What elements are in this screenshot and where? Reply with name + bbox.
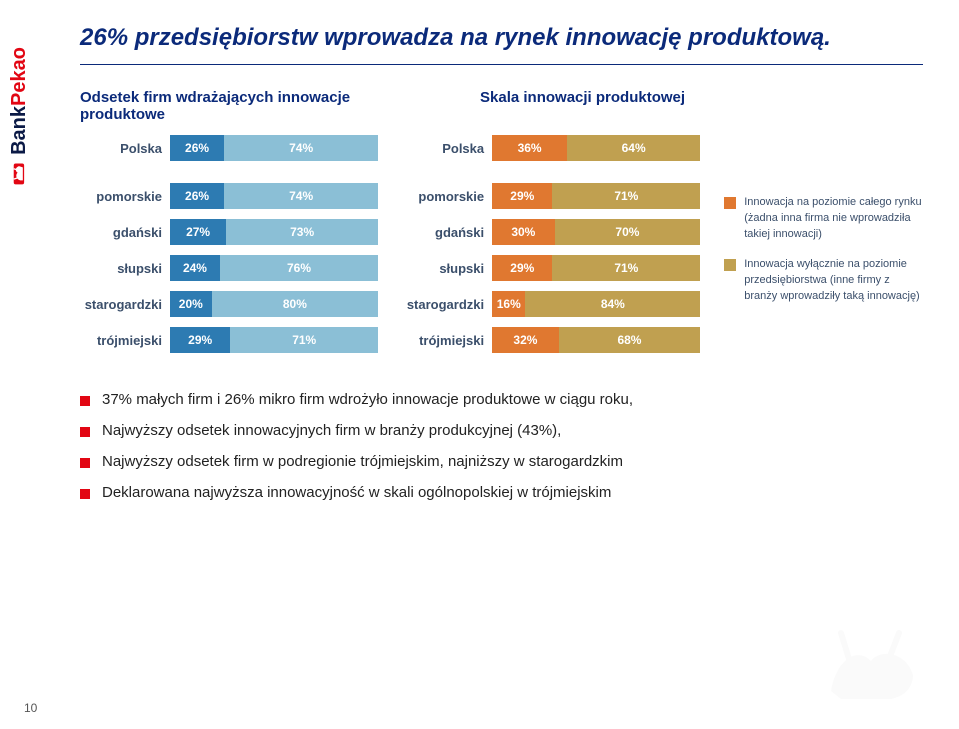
bar-track: 29%71%: [170, 327, 378, 353]
legend-swatch: [724, 259, 736, 271]
bar-segment: 36%: [492, 135, 567, 161]
bar-label: gdański: [80, 225, 170, 240]
bar-track: 36%64%: [492, 135, 700, 161]
bar-track: 16%84%: [492, 291, 700, 317]
bar-row: słupski24%76%: [80, 255, 378, 281]
bar-label: pomorskie: [80, 189, 170, 204]
bar-row: pomorskie29%71%: [402, 183, 700, 209]
watermark-icon: [811, 611, 931, 711]
bar-segment: 29%: [492, 255, 552, 281]
bar-track: 24%76%: [170, 255, 378, 281]
bar-row: pomorskie26%74%: [80, 183, 378, 209]
legend-item: Innowacja na poziomie całego rynku (żadn…: [724, 195, 923, 243]
legend-text: Innowacja na poziomie całego rynku (żadn…: [744, 195, 923, 243]
bullet-text: Najwyższy odsetek innowacyjnych firm w b…: [102, 422, 561, 439]
chart-left: Polska26%74%pomorskie26%74%gdański27%73%…: [80, 135, 378, 363]
legend-swatch: [724, 197, 736, 209]
bar-segment: 26%: [170, 135, 224, 161]
bar-row: trójmiejski32%68%: [402, 327, 700, 353]
bar-row: gdański30%70%: [402, 219, 700, 245]
brand-logo-vertical: BankPekao: [0, 12, 38, 222]
bullet-text: Deklarowana najwyższa innowacyjność w sk…: [102, 484, 611, 501]
bullet-marker: [80, 396, 90, 406]
bullet-marker: [80, 489, 90, 499]
bar-segment: 74%: [224, 183, 378, 209]
bullet-item: Najwyższy odsetek firm w podregionie tró…: [80, 453, 923, 470]
bar-segment: 76%: [220, 255, 378, 281]
bar-segment: 71%: [552, 255, 700, 281]
slide-content: 26% przedsiębiorstw wprowadza na rynek i…: [80, 24, 923, 515]
bullet-marker: [80, 458, 90, 468]
bar-segment: 32%: [492, 327, 559, 353]
bar-segment: 24%: [170, 255, 220, 281]
bar-track: 27%73%: [170, 219, 378, 245]
bar-segment: 29%: [170, 327, 230, 353]
bar-label: starogardzki: [80, 297, 170, 312]
bar-track: 32%68%: [492, 327, 700, 353]
bar-label: słupski: [402, 261, 492, 276]
bar-segment: 84%: [525, 291, 700, 317]
bar-segment: 26%: [170, 183, 224, 209]
bar-segment: 68%: [559, 327, 701, 353]
bullet-marker: [80, 427, 90, 437]
chart-right: Polska36%64%pomorskie29%71%gdański30%70%…: [402, 135, 700, 363]
subtitle-right: Skala innowacji produktowej: [480, 89, 780, 123]
bar-segment: 64%: [567, 135, 700, 161]
page-number: 10: [24, 701, 37, 715]
bar-segment: 71%: [552, 183, 700, 209]
bullet-list: 37% małych firm i 26% mikro firm wdrożył…: [80, 391, 923, 501]
bar-segment: 71%: [230, 327, 378, 353]
bar-track: 26%74%: [170, 183, 378, 209]
bar-segment: 80%: [212, 291, 379, 317]
bar-row: gdański27%73%: [80, 219, 378, 245]
bar-label: starogardzki: [402, 297, 492, 312]
bullet-text: Najwyższy odsetek firm w podregionie tró…: [102, 453, 623, 470]
bar-label: gdański: [402, 225, 492, 240]
bar-segment: 20%: [170, 291, 212, 317]
slide-title: 26% przedsiębiorstw wprowadza na rynek i…: [80, 24, 923, 52]
bar-segment: 27%: [170, 219, 226, 245]
bullet-item: Deklarowana najwyższa innowacyjność w sk…: [80, 484, 923, 501]
bar-track: 20%80%: [170, 291, 378, 317]
bar-segment: 30%: [492, 219, 554, 245]
bar-segment: 16%: [492, 291, 525, 317]
chart-legend: Innowacja na poziomie całego rynku (żadn…: [724, 195, 923, 319]
bar-label: Polska: [402, 141, 492, 156]
bar-row: trójmiejski29%71%: [80, 327, 378, 353]
bar-row: starogardzki20%80%: [80, 291, 378, 317]
title-divider: [80, 64, 923, 65]
bar-row: Polska26%74%: [80, 135, 378, 161]
bar-segment: 70%: [555, 219, 701, 245]
bullet-item: 37% małych firm i 26% mikro firm wdrożył…: [80, 391, 923, 408]
bar-label: trójmiejski: [402, 333, 492, 348]
brand-text: BankPekao: [8, 47, 31, 155]
bar-row: starogardzki16%84%: [402, 291, 700, 317]
bar-track: 29%71%: [492, 255, 700, 281]
legend-text: Innowacja wyłącznie na poziomie przedsię…: [744, 257, 923, 305]
subtitle-left: Odsetek firm wdrażających innowacje prod…: [80, 89, 420, 123]
bar-track: 29%71%: [492, 183, 700, 209]
bar-row: słupski29%71%: [402, 255, 700, 281]
bar-label: pomorskie: [402, 189, 492, 204]
bar-track: 30%70%: [492, 219, 700, 245]
bullet-item: Najwyższy odsetek innowacyjnych firm w b…: [80, 422, 923, 439]
bar-track: 26%74%: [170, 135, 378, 161]
bullet-text: 37% małych firm i 26% mikro firm wdrożył…: [102, 391, 633, 408]
bar-label: słupski: [80, 261, 170, 276]
bar-label: Polska: [80, 141, 170, 156]
bar-segment: 73%: [226, 219, 378, 245]
aurochs-icon: [6, 161, 32, 187]
bar-segment: 29%: [492, 183, 552, 209]
legend-item: Innowacja wyłącznie na poziomie przedsię…: [724, 257, 923, 305]
bar-label: trójmiejski: [80, 333, 170, 348]
bar-segment: 74%: [224, 135, 378, 161]
bar-row: Polska36%64%: [402, 135, 700, 161]
